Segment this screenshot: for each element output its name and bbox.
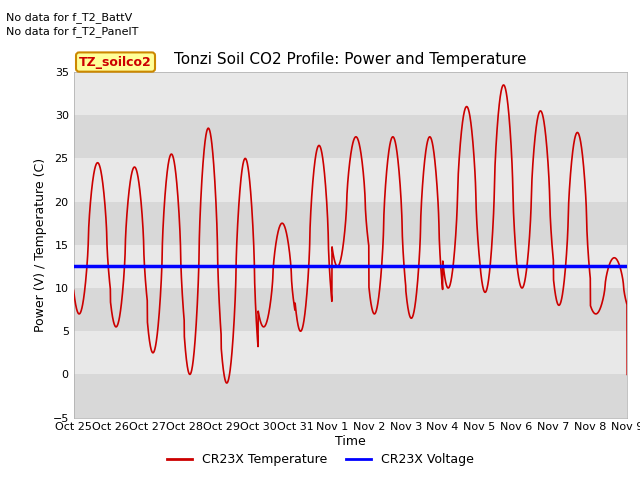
Bar (74, 115, 627, 158)
Title: Tonzi Soil CO2 Profile: Power and Temperature: Tonzi Soil CO2 Profile: Power and Temper… (174, 52, 527, 67)
Bar (74, 288, 627, 331)
Bar (74, 245, 627, 288)
X-axis label: Time: Time (335, 435, 366, 448)
Text: No data for f_T2_BattV: No data for f_T2_BattV (6, 12, 132, 23)
Bar (74, 331, 627, 374)
Text: TZ_soilco2: TZ_soilco2 (79, 56, 152, 69)
Bar (74, 202, 627, 245)
Text: No data for f_T2_PanelT: No data for f_T2_PanelT (6, 26, 139, 37)
Bar (74, 374, 627, 418)
Bar (74, 72, 627, 115)
Y-axis label: Power (V) / Temperature (C): Power (V) / Temperature (C) (34, 158, 47, 332)
Bar (74, 158, 627, 202)
Legend: CR23X Temperature, CR23X Voltage: CR23X Temperature, CR23X Voltage (161, 448, 479, 471)
